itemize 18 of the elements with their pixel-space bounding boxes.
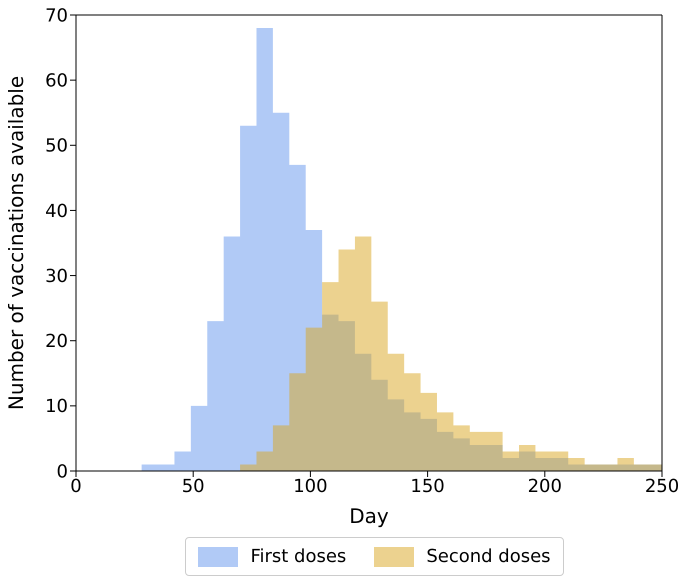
x-tick-label: 0 [70, 476, 82, 497]
x-tick-label: 50 [182, 476, 205, 497]
y-tick-label: 0 [56, 461, 68, 482]
y-tick-label: 10 [45, 396, 68, 418]
legend-label: Second doses [426, 546, 551, 567]
y-axis-title: Number of vaccinations available [4, 76, 28, 410]
y-tick-label: 40 [45, 200, 68, 222]
x-tick-label: 150 [410, 476, 445, 497]
y-tick-label: 20 [45, 331, 68, 352]
x-tick-label: 100 [293, 476, 328, 497]
x-axis-title: Day [349, 504, 389, 528]
x-tick-label: 250 [644, 476, 680, 497]
y-tick-label: 30 [45, 266, 68, 287]
y-tick-label: 50 [45, 136, 68, 157]
legend-label: First doses [250, 546, 346, 567]
x-tick-label: 200 [528, 476, 562, 497]
y-tick-label: 70 [45, 5, 68, 26]
y-tick-label: 60 [45, 70, 68, 92]
